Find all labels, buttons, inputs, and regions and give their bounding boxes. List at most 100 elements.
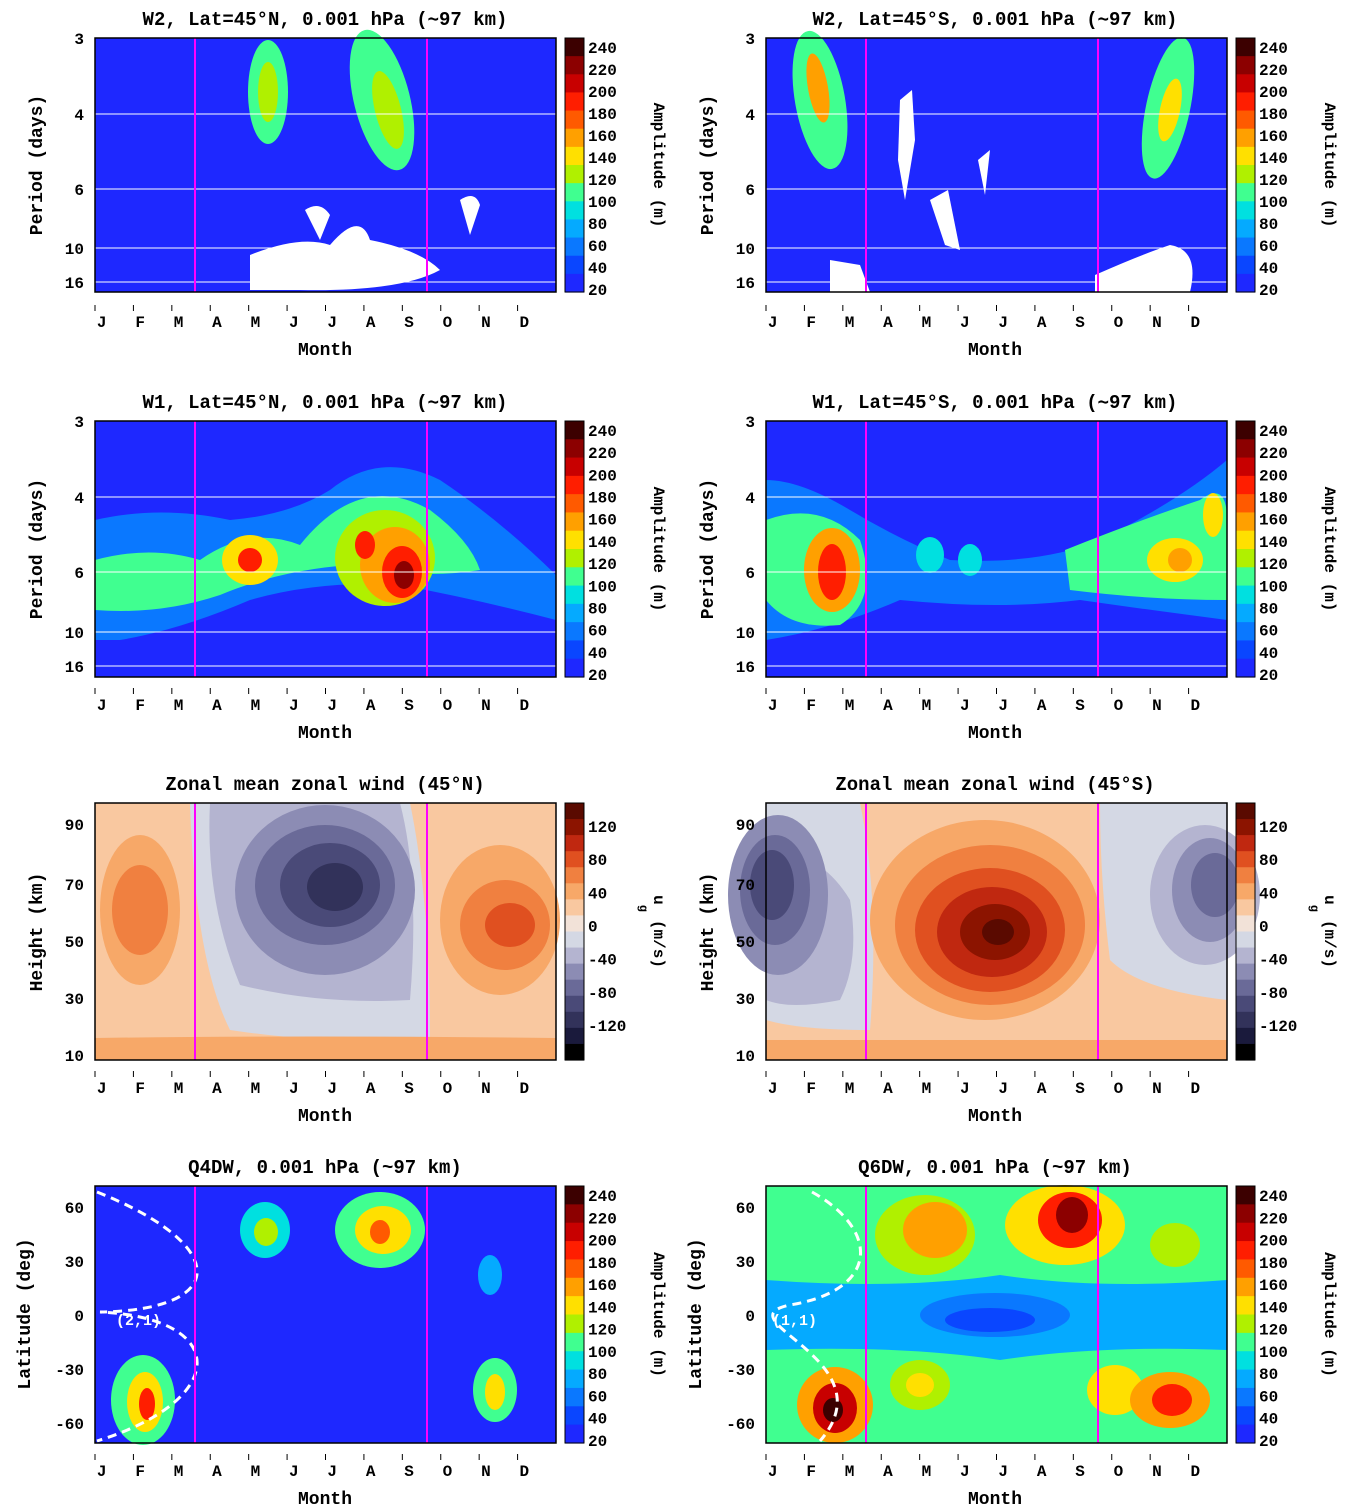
x-tick-label: M xyxy=(922,1463,932,1481)
x-axis-label: Month xyxy=(968,1107,1022,1127)
colorbar: 240 220 200 180 160 140 120 100 80 60 40 20 Amplitud… xyxy=(564,420,667,685)
y-axis-label: Period (days) xyxy=(699,95,719,235)
x-tick-label: M xyxy=(251,1463,261,1481)
x-tick-label: D xyxy=(1191,1080,1201,1098)
colorbar-tick-label: 200 xyxy=(1259,467,1288,485)
colorbar-swatch xyxy=(565,1011,584,1029)
x-tick-label: D xyxy=(1191,697,1201,715)
colorbar: 120 80 40 0 -40 -80 -120 ug(m/s) xyxy=(564,802,667,1061)
y-tick-label: 90 xyxy=(736,817,755,835)
colorbar-swatch xyxy=(565,603,584,623)
x-tick-label: S xyxy=(404,1463,414,1481)
x-tick-label: O xyxy=(1114,697,1124,715)
colorbar-tick-label: 120 xyxy=(588,1322,617,1340)
colorbar-tick-label: -120 xyxy=(588,1018,626,1036)
y-tick-label: 6 xyxy=(745,565,755,583)
colorbar-swatch xyxy=(565,92,584,112)
y-tick-label: 4 xyxy=(74,490,84,508)
colorbar-swatch xyxy=(1236,56,1255,75)
x-tick-label: J xyxy=(768,1080,778,1098)
colorbar-tick-label: 100 xyxy=(588,578,617,596)
colorbar-tick-label: 220 xyxy=(588,1210,617,1228)
colorbar-label: Amplitude (m) xyxy=(649,1252,667,1377)
y-tick-label: 30 xyxy=(65,1254,84,1272)
colorbar-tick-label: 120 xyxy=(1259,819,1288,837)
colorbar-swatch xyxy=(565,899,584,917)
colorbar-swatch xyxy=(565,530,584,550)
x-tick-label: M xyxy=(174,1080,184,1098)
colorbar-swatch xyxy=(565,1204,584,1224)
x-tick-label: A xyxy=(212,1080,222,1098)
colorbar-tick-label: 20 xyxy=(1259,282,1278,300)
colorbar-swatch xyxy=(1236,530,1255,550)
colorbar-swatch xyxy=(565,1314,584,1334)
colorbar-swatch xyxy=(565,931,584,949)
y-tick-label: 0 xyxy=(74,1308,84,1326)
colorbar-swatch xyxy=(1236,74,1255,94)
panel-title: W2, Lat=45°N, 0.001 hPa (∼97 km) xyxy=(143,9,508,31)
colorbar-swatch xyxy=(1236,146,1255,166)
x-tick-label: J xyxy=(960,1463,970,1481)
x-tick-label: F xyxy=(806,1463,816,1481)
colorbar-swatch xyxy=(1236,835,1255,852)
x-tick-label: M xyxy=(845,697,855,715)
x-tick-label: J xyxy=(97,1463,107,1481)
colorbar-swatch xyxy=(565,1222,584,1242)
colorbar-label: Amplitude (m) xyxy=(649,103,667,228)
colorbar-swatch xyxy=(1236,603,1255,623)
y-ticks: 90 70 50 30 10 xyxy=(65,817,84,1066)
x-tick-label: J xyxy=(327,1080,337,1098)
y-ticks: 90 70 50 30 10 xyxy=(736,817,755,1066)
x-tick-label: J xyxy=(327,314,337,332)
panel-title: W1, Lat=45°N, 0.001 hPa (∼97 km) xyxy=(143,392,508,414)
colorbar-swatch xyxy=(1236,995,1255,1013)
colorbar-frame xyxy=(564,802,585,1061)
colorbar-tick-label: 160 xyxy=(588,512,617,530)
x-tick-label: M xyxy=(845,314,855,332)
colorbar-swatch xyxy=(565,74,584,94)
x-tick-label: M xyxy=(251,1080,261,1098)
y-tick-label: 60 xyxy=(736,1200,755,1218)
colorbar-swatch xyxy=(1236,38,1255,57)
x-tick-label: F xyxy=(135,314,145,332)
y-axis-label: Period (days) xyxy=(699,479,719,619)
colorbar-swatch xyxy=(1236,622,1255,642)
colorbar-swatch xyxy=(1236,421,1255,440)
colorbar-tick-label: 40 xyxy=(588,645,607,663)
colorbar-tick-label: 120 xyxy=(1259,172,1288,190)
colorbar-tick-label: 160 xyxy=(588,128,617,146)
panel-w2-45n: W2, Lat=45°N, 0.001 hPa (∼97 km) 3 4 6 1… xyxy=(28,9,667,361)
y-tick-label: 10 xyxy=(736,1048,755,1066)
x-tick-label: D xyxy=(1191,1463,1201,1481)
x-tick-label: D xyxy=(520,1463,530,1481)
y-tick-label: 4 xyxy=(745,107,755,125)
colorbar-frame xyxy=(564,420,585,678)
colorbar-tick-label: 100 xyxy=(1259,194,1288,212)
x-tick-label: M xyxy=(845,1463,855,1481)
colorbar-swatch xyxy=(565,1296,584,1316)
colorbar-swatch xyxy=(565,549,584,568)
colorbar-swatch xyxy=(1236,899,1255,917)
colorbar-swatch xyxy=(565,585,584,605)
x-axis-label: Month xyxy=(298,724,352,744)
colorbar-tick-label: 140 xyxy=(588,1299,617,1317)
colorbar-tick-label: -80 xyxy=(588,985,617,1003)
panel-wind-45s: Zonal mean zonal wind (45°S) 90 7 xyxy=(699,774,1338,1127)
x-tick-label: J xyxy=(97,314,107,332)
colorbar-swatch xyxy=(1236,1369,1255,1389)
y-tick-label: 10 xyxy=(736,625,755,643)
colorbar-tick-label: 80 xyxy=(588,1366,607,1384)
x-tick-label: O xyxy=(443,1463,453,1481)
colorbar-swatch xyxy=(1236,1332,1255,1352)
colorbar-swatch xyxy=(565,1043,584,1061)
colorbar-swatch xyxy=(565,867,584,884)
colorbar-tick-label: 60 xyxy=(588,1388,607,1406)
colorbar-tick-label: 140 xyxy=(1259,534,1288,552)
colorbar-label: Amplitude (m) xyxy=(1320,103,1338,228)
colorbar-label: ug(m/s) xyxy=(636,895,667,968)
colorbar-swatch xyxy=(1236,201,1255,221)
y-axis-label: Period (days) xyxy=(28,479,48,619)
colorbar-swatch xyxy=(565,658,584,678)
colorbar-swatch xyxy=(1236,183,1255,202)
